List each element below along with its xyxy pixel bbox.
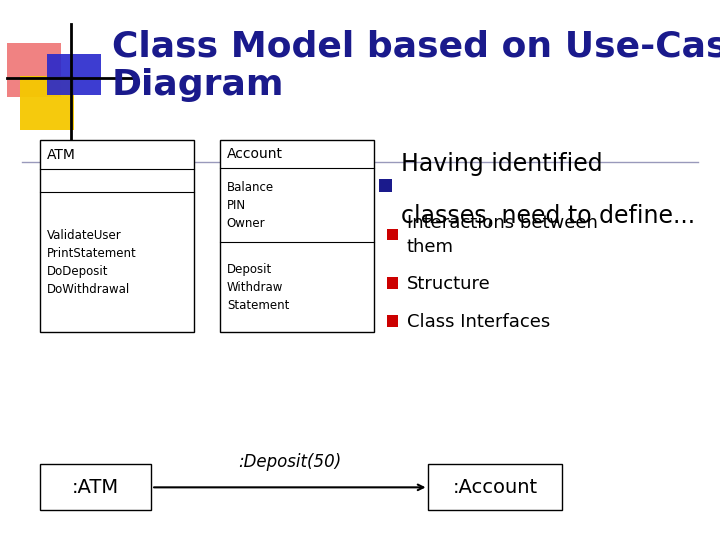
Text: ValidateUser
PrintStatement
DoDeposit
DoWithdrawal: ValidateUser PrintStatement DoDeposit Do… <box>47 228 137 295</box>
Text: Diagram: Diagram <box>112 68 284 102</box>
Bar <box>379 179 392 192</box>
Text: Deposit
Withdraw
Statement: Deposit Withdraw Statement <box>227 262 289 312</box>
Bar <box>7 43 61 97</box>
Text: Structure: Structure <box>407 275 490 293</box>
Text: Having identified: Having identified <box>401 152 603 176</box>
Bar <box>387 229 398 240</box>
Text: classes, need to define...: classes, need to define... <box>401 176 696 228</box>
Bar <box>220 140 374 332</box>
Bar <box>47 54 101 94</box>
Text: Class Model based on Use-Case: Class Model based on Use-Case <box>112 30 720 64</box>
Bar <box>387 315 398 327</box>
Text: :Account: :Account <box>452 478 538 497</box>
Bar <box>40 464 151 510</box>
Bar <box>40 140 194 332</box>
Text: ATM: ATM <box>47 148 76 162</box>
Text: Balance
PIN
Owner: Balance PIN Owner <box>227 180 274 230</box>
Bar <box>20 76 74 130</box>
Text: Account: Account <box>227 147 283 161</box>
Bar <box>428 464 562 510</box>
Text: Class Interfaces: Class Interfaces <box>407 313 550 330</box>
Bar <box>387 278 398 289</box>
Text: :ATM: :ATM <box>72 478 119 497</box>
Text: Interactions between
them: Interactions between them <box>407 214 598 256</box>
Text: :Deposit(50): :Deposit(50) <box>238 453 341 471</box>
